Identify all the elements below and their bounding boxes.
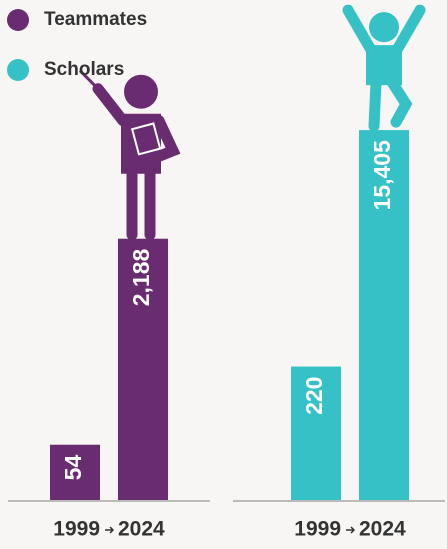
legend-label: Scholars [44,59,124,80]
x-tick-label: 1999 [53,518,100,541]
legend-label: Teammates [44,9,147,30]
bar [359,130,409,500]
legend-swatch [7,59,29,81]
value-label: 220 [301,377,327,415]
body [366,45,402,86]
bar [118,238,168,501]
x-tick-label: 2024 [359,518,406,541]
head [369,12,399,43]
leg [386,76,413,128]
pointer [78,69,100,90]
head [124,74,158,109]
x-tick-label: 2024 [118,518,165,541]
arm [92,83,129,127]
value-label: 54 [60,455,86,481]
arm [392,4,426,54]
book [130,122,162,156]
value-label: 15,405 [369,140,395,211]
person-icon [78,69,181,241]
person-icon [342,4,426,132]
leg [368,76,382,132]
arm [342,4,376,54]
legend-swatch [7,9,29,31]
bar [291,366,341,500]
arrow [105,526,115,534]
x-tick-label: 1999 [294,518,341,541]
arrow [346,526,356,534]
arm [137,115,181,169]
bar [50,444,100,500]
value-label: 2,188 [128,249,154,307]
